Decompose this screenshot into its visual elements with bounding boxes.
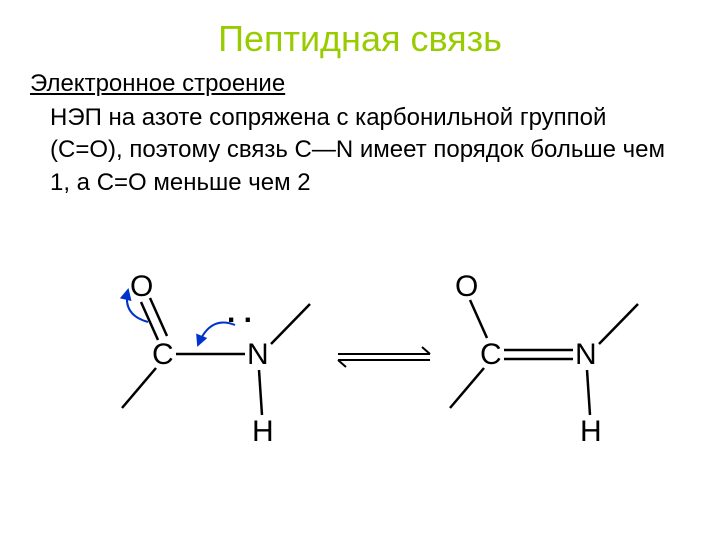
body-paragraph: НЭП на азоте сопряжена с карбонильной гр… [0,98,720,199]
resonance-diagram: O C N H . . O C N H [0,260,720,520]
page-title: Пептидная связь [0,0,720,60]
subtitle: Электронное строение [0,60,720,98]
bonds-right [0,260,720,480]
